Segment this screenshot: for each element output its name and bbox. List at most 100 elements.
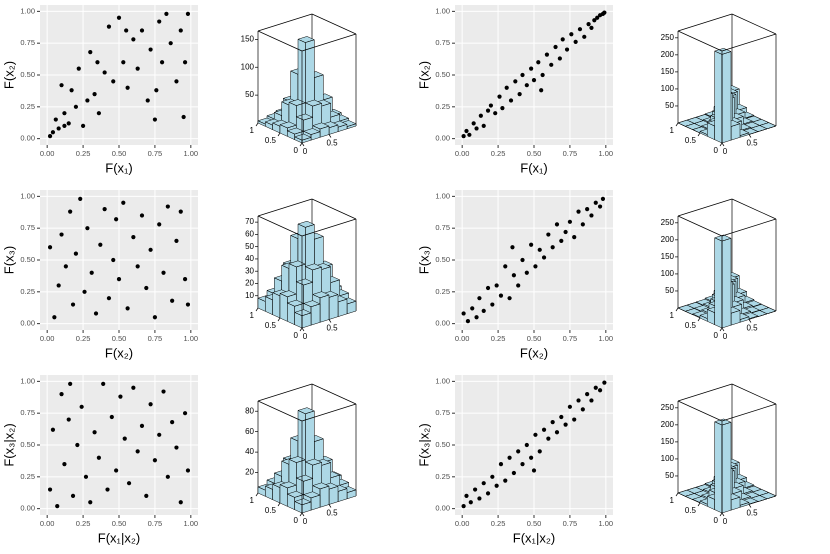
point bbox=[122, 436, 127, 441]
x-tick-label: 1.00 bbox=[599, 519, 614, 528]
point bbox=[546, 436, 551, 441]
point bbox=[118, 394, 123, 399]
point bbox=[536, 60, 541, 65]
x-tick bbox=[255, 307, 259, 312]
point bbox=[102, 206, 107, 212]
point bbox=[82, 289, 87, 294]
point bbox=[533, 264, 538, 269]
x-tick-label: 1 bbox=[250, 126, 255, 135]
box-edge bbox=[311, 13, 357, 35]
point bbox=[465, 318, 471, 324]
x-tick-label: 0.75 bbox=[563, 149, 578, 158]
y-tick-label: 0.50 bbox=[435, 70, 450, 79]
point bbox=[88, 49, 93, 55]
point bbox=[182, 276, 188, 282]
y-tick-label: 0.00 bbox=[20, 319, 35, 328]
point bbox=[106, 296, 112, 301]
x-tick bbox=[697, 317, 701, 322]
y-tick bbox=[301, 142, 305, 147]
box-edge bbox=[721, 218, 777, 237]
y-tick-label: 0.50 bbox=[20, 440, 35, 449]
point bbox=[96, 111, 101, 116]
point bbox=[576, 209, 581, 214]
point bbox=[546, 232, 551, 237]
y-tick bbox=[748, 134, 752, 138]
x-tick-label: 0.00 bbox=[40, 334, 55, 343]
scatter-panel: 0.00 0.25 0.50 0.75 1.00 0.00 0.25 0.50 0.75 1.00… bbox=[416, 5, 613, 175]
x-tick-label: 0.5 bbox=[685, 506, 697, 515]
x-tick-label: 1 bbox=[670, 126, 675, 135]
x-tick bbox=[675, 307, 679, 312]
point bbox=[168, 41, 173, 46]
point bbox=[121, 200, 126, 205]
point bbox=[135, 264, 140, 269]
point bbox=[508, 98, 514, 103]
box-edge bbox=[677, 13, 733, 32]
z-tick-label: 20 bbox=[245, 279, 254, 288]
point bbox=[572, 234, 577, 240]
z-tick-label: 200 bbox=[661, 420, 675, 429]
point bbox=[497, 94, 502, 99]
y-axis-label: F(x₃) bbox=[1, 246, 16, 274]
x-tick-label: 0.5 bbox=[265, 136, 277, 145]
z-tick-label: 60 bbox=[245, 427, 254, 436]
point bbox=[477, 296, 482, 301]
x-axis-label: F(x₁|x₂) bbox=[513, 530, 555, 545]
x-tick-label: 1 bbox=[670, 496, 675, 505]
x-tick bbox=[697, 132, 701, 137]
point bbox=[597, 204, 603, 209]
point bbox=[157, 432, 162, 437]
z-tick-label: 100 bbox=[661, 84, 675, 93]
point bbox=[185, 11, 191, 17]
point bbox=[602, 380, 607, 385]
point bbox=[529, 455, 534, 460]
point bbox=[139, 28, 145, 33]
y-tick-label: 0 bbox=[303, 147, 308, 156]
y-tick-label: 0.25 bbox=[435, 472, 450, 481]
y-tick-label: 0.00 bbox=[435, 319, 450, 328]
x-tick-label: 1.00 bbox=[184, 519, 199, 528]
point bbox=[537, 449, 542, 454]
scatter-panel: 0.00 0.25 0.50 0.75 1.00 0.00 0.25 0.50 0.75 1.00… bbox=[1, 190, 198, 360]
point bbox=[585, 206, 590, 212]
x-tick-label: 0.25 bbox=[76, 334, 91, 343]
point bbox=[56, 283, 61, 288]
x-tick bbox=[675, 122, 679, 127]
point bbox=[185, 302, 191, 307]
point bbox=[597, 388, 603, 393]
y-tick-label: 0.50 bbox=[20, 70, 35, 79]
z-tick-label: 80 bbox=[245, 406, 254, 415]
z-tick-label: 150 bbox=[241, 34, 255, 43]
z-tick-label: 20 bbox=[245, 468, 254, 477]
point bbox=[174, 238, 179, 244]
x-axis-label: F(x₂) bbox=[520, 345, 548, 360]
point bbox=[56, 126, 61, 131]
z-tick-label: 150 bbox=[661, 437, 675, 446]
point bbox=[78, 196, 83, 202]
point bbox=[121, 60, 126, 65]
point bbox=[152, 458, 158, 463]
point bbox=[498, 293, 504, 298]
point bbox=[589, 213, 594, 218]
point bbox=[550, 245, 555, 250]
y-tick-label: 0.5 bbox=[326, 509, 338, 518]
point bbox=[62, 111, 67, 116]
point bbox=[73, 251, 79, 256]
x-tick bbox=[299, 142, 303, 147]
point bbox=[467, 132, 472, 137]
box-edge bbox=[731, 13, 777, 35]
z-tick-label: 30 bbox=[245, 266, 254, 275]
z-tick-label: 70 bbox=[245, 217, 254, 226]
x-tick-label: 1 bbox=[670, 311, 675, 320]
x-tick-label: 1.00 bbox=[599, 149, 614, 158]
scatter-panel: 0.00 0.25 0.50 0.75 1.00 0.00 0.25 0.50 0.75 1.00… bbox=[1, 375, 198, 545]
x-tick-label: 0.25 bbox=[491, 519, 506, 528]
point bbox=[96, 455, 101, 460]
y-tick-label: 0.75 bbox=[20, 408, 35, 417]
z-tick-label: 200 bbox=[661, 50, 675, 59]
point bbox=[131, 385, 136, 390]
point bbox=[580, 407, 585, 412]
x-tick-label: 0.5 bbox=[685, 321, 697, 330]
y-tick-label: 0 bbox=[723, 147, 728, 156]
box-edge bbox=[257, 13, 313, 32]
